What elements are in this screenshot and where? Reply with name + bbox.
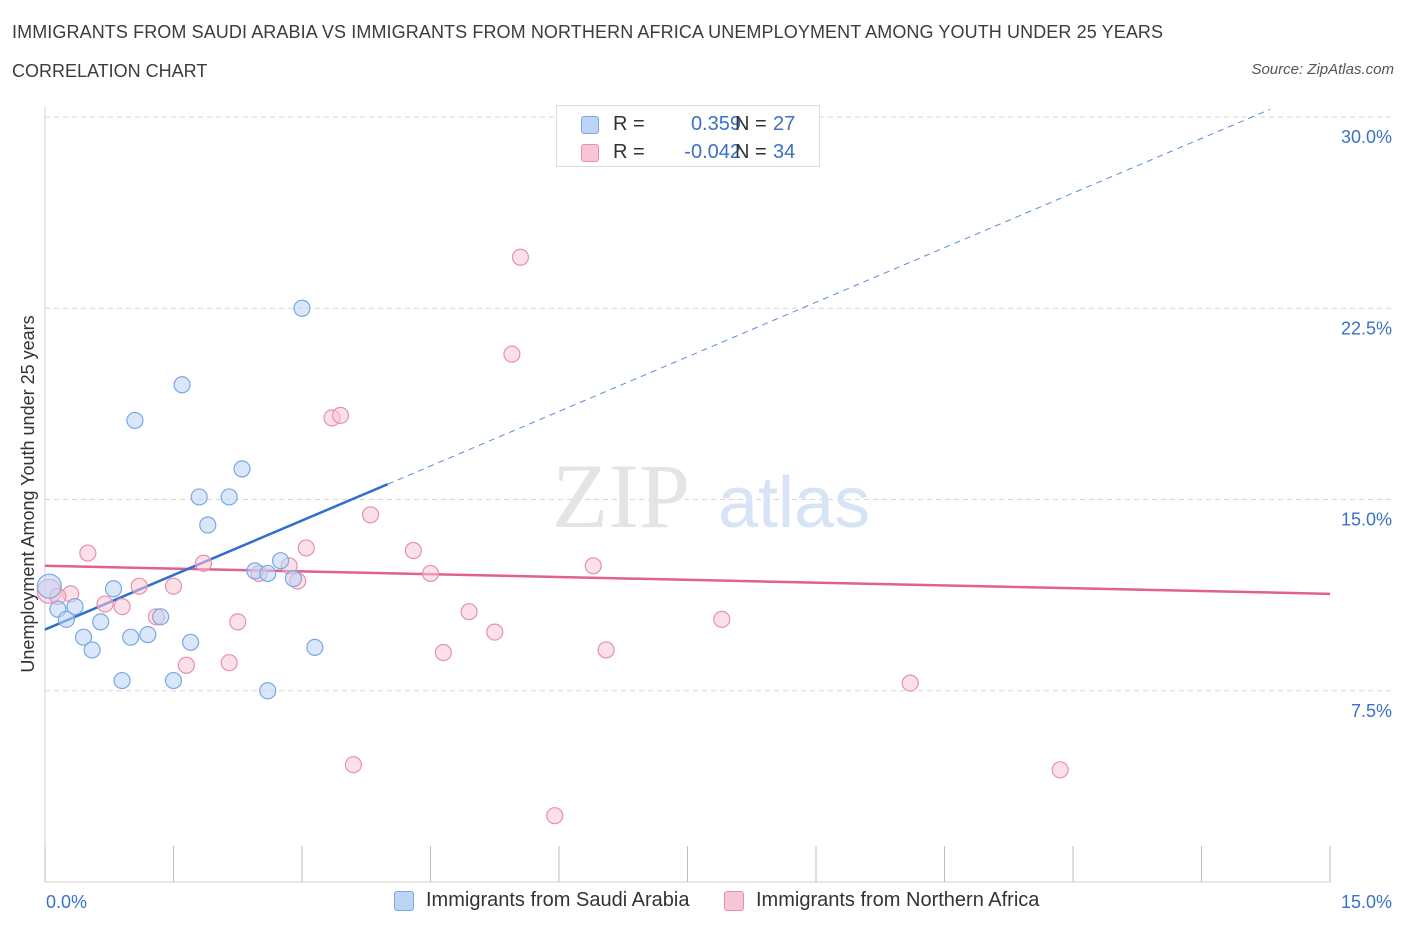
data-point-saudi-arabia — [259, 564, 277, 583]
trend-line-northern-africa — [44, 564, 1331, 596]
legend-n-value: 27 — [773, 113, 796, 135]
data-points — [36, 248, 1069, 825]
data-point-northern-africa — [361, 506, 380, 524]
correlation-legend: R = 0.359 N = 27 R = -0.042 N = 34 — [556, 105, 820, 167]
legend-r-value: 0.359 — [690, 113, 741, 135]
data-point-northern-africa — [297, 539, 315, 557]
data-point-saudi-arabia — [57, 610, 76, 628]
data-point-northern-africa — [421, 564, 440, 583]
x-tick-label-max: 15.0% — [1341, 892, 1392, 912]
data-point-saudi-arabia — [74, 628, 93, 646]
data-point-saudi-arabia — [271, 552, 290, 570]
data-point-northern-africa — [503, 345, 521, 363]
data-point-northern-africa — [901, 674, 919, 692]
source-label: Source: ZipAtlas.com — [1251, 61, 1394, 78]
legend-r-value: -0.042 — [684, 141, 741, 163]
chart-title: IMMIGRANTS FROM SAUDI ARABIA VS IMMIGRAN… — [12, 22, 1164, 42]
legend-n-label: N = — [735, 113, 767, 135]
data-point-northern-africa — [177, 656, 195, 674]
legend-r-label: R = — [613, 113, 645, 135]
data-point-saudi-arabia — [182, 633, 200, 651]
axes — [44, 107, 1331, 883]
data-point-saudi-arabia — [233, 460, 251, 478]
data-point-northern-africa — [96, 595, 114, 613]
data-point-northern-africa — [1051, 761, 1069, 779]
data-point-northern-africa — [713, 610, 731, 628]
data-point-northern-africa — [597, 641, 615, 659]
y-tick-label: 7.5% — [1351, 701, 1392, 721]
data-point-northern-africa — [584, 557, 602, 575]
data-point-northern-africa — [486, 623, 504, 641]
bottom-legend-label: Immigrants from Northern Africa — [756, 889, 1040, 911]
trend-lines — [44, 108, 1331, 631]
data-point-saudi-arabia — [113, 671, 131, 690]
data-point-saudi-arabia — [173, 376, 191, 394]
trend-line-saudi-arabia — [44, 483, 389, 631]
trend-line-saudi-arabia-extension — [387, 108, 1271, 485]
y-axis-label: Unemployment Among Youth under 25 years — [18, 315, 38, 672]
legend-r-label: R = — [613, 141, 645, 163]
data-point-northern-africa — [220, 654, 238, 672]
data-point-northern-africa — [164, 577, 183, 595]
watermark: ZIP atlas — [552, 445, 870, 547]
data-point-saudi-arabia — [190, 488, 208, 506]
x-tick-label-min: 0.0% — [46, 892, 87, 912]
data-point-saudi-arabia — [126, 411, 144, 430]
chart-subtitle: CORRELATION CHART — [12, 61, 208, 81]
bottom-legend-swatch-pink — [724, 891, 744, 911]
data-point-saudi-arabia — [220, 488, 238, 506]
data-point-saudi-arabia — [139, 626, 157, 644]
grid-lines — [45, 116, 1392, 692]
data-point-saudi-arabia — [83, 641, 101, 659]
data-point-northern-africa — [546, 807, 564, 825]
data-point-northern-africa — [460, 603, 478, 621]
data-point-saudi-arabia — [104, 580, 123, 598]
watermark-atlas: atlas — [718, 463, 870, 543]
y-tick-label: 22.5% — [1341, 318, 1392, 338]
data-point-northern-africa — [229, 613, 247, 631]
data-point-saudi-arabia — [122, 628, 140, 646]
watermark-zip: ZIP — [552, 445, 690, 547]
legend-swatch-pink — [581, 144, 599, 162]
data-point-northern-africa — [331, 406, 350, 424]
data-point-saudi-arabia — [259, 682, 277, 700]
data-point-northern-africa — [113, 597, 131, 616]
data-point-saudi-arabia — [293, 299, 311, 317]
legend-n-value: 34 — [773, 141, 796, 163]
data-point-northern-africa — [434, 643, 452, 662]
data-point-saudi-arabia — [36, 573, 62, 599]
data-point-northern-africa — [130, 577, 148, 595]
bottom-legend-swatch-blue — [394, 891, 414, 911]
data-point-saudi-arabia — [66, 597, 84, 616]
y-tick-label: 15.0% — [1341, 510, 1392, 530]
legend-n-label: N = — [735, 141, 767, 163]
data-point-saudi-arabia — [306, 638, 324, 657]
data-point-northern-africa — [79, 544, 97, 562]
tick-labels: 7.5% 15.0% 22.5% 30.0% 0.0% 15.0% — [46, 127, 1392, 912]
y-tick-label: 30.0% — [1341, 127, 1392, 147]
data-point-northern-africa — [404, 541, 422, 560]
data-point-saudi-arabia — [152, 608, 170, 626]
data-point-saudi-arabia — [92, 613, 110, 631]
data-point-saudi-arabia — [164, 671, 183, 690]
data-point-saudi-arabia — [199, 516, 217, 534]
data-point-northern-africa — [344, 756, 362, 774]
data-point-northern-africa — [511, 248, 530, 266]
data-point-saudi-arabia — [284, 569, 303, 588]
bottom-legend-label: Immigrants from Saudi Arabia — [426, 889, 690, 911]
legend-swatch-blue — [581, 116, 599, 134]
data-point-northern-africa — [194, 554, 213, 572]
